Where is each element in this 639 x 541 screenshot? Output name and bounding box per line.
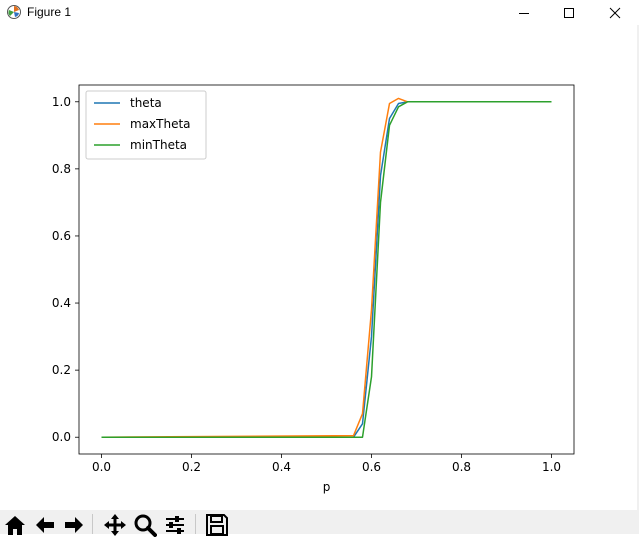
forward-icon (65, 517, 83, 533)
pan-icon (104, 514, 126, 536)
y-tick-label: 0.6 (52, 229, 71, 243)
pan-button[interactable] (103, 513, 127, 537)
home-button[interactable] (3, 513, 27, 537)
axes-frame (78, 84, 575, 455)
x-tick-label: 0.6 (362, 460, 381, 474)
back-button[interactable] (33, 513, 57, 537)
series-line-maxTheta (101, 97, 552, 438)
configure-subplots-button[interactable] (163, 513, 187, 537)
save-button[interactable] (205, 513, 229, 537)
series-line-minTheta (101, 101, 552, 438)
home-icon (5, 516, 25, 535)
toolbar-separator (195, 514, 196, 534)
configure-subplots-icon (166, 516, 184, 534)
forward-button[interactable] (62, 513, 86, 537)
minimize-button[interactable] (501, 0, 547, 25)
window-title: Figure 1 (27, 5, 72, 19)
series-line-theta (101, 101, 552, 438)
figure-canvas[interactable]: 0.0 0.2 0.4 0.6 0.8 1.0 0.0 0.2 0.4 0.6 0.8 1.0 p the… (0, 25, 637, 510)
toolbar-separator (92, 514, 93, 534)
minimize-icon (519, 12, 529, 14)
navigation-toolbar (0, 510, 639, 537)
plot-svg: 0.0 0.2 0.4 0.6 0.8 1.0 0.0 0.2 0.4 0.6 0.8 1.0 p the… (52, 84, 575, 494)
x-tick-label: 0.0 (92, 460, 111, 474)
legend-box (85, 90, 207, 160)
legend-label-minTheta: minTheta (130, 138, 187, 152)
x-tick-label: 1.0 (542, 460, 561, 474)
zoom-icon (134, 514, 157, 537)
x-tick-label: 0.4 (272, 460, 291, 474)
y-tick-label: 0.4 (52, 296, 71, 310)
x-tick-label: 0.2 (182, 460, 201, 474)
matplotlib-app-icon (7, 5, 21, 19)
save-icon (206, 514, 228, 536)
window-edge (637, 25, 639, 534)
y-tick-label: 0.8 (52, 162, 71, 176)
maximize-icon (564, 7, 574, 18)
x-axis-label: p (323, 480, 331, 494)
legend-label-theta: theta (130, 96, 162, 110)
close-button[interactable] (592, 0, 638, 25)
title-bar: Figure 1 (0, 0, 639, 25)
x-tick-label: 0.8 (452, 460, 471, 474)
y-tick-label: 0.0 (52, 430, 71, 444)
zoom-button[interactable] (133, 513, 157, 537)
y-tick-label: 1.0 (52, 95, 71, 109)
maximize-button[interactable] (546, 0, 592, 25)
y-tick-label: 0.2 (52, 363, 71, 377)
close-icon (609, 7, 621, 18)
legend-label-maxTheta: maxTheta (130, 117, 191, 131)
back-icon (36, 517, 54, 533)
